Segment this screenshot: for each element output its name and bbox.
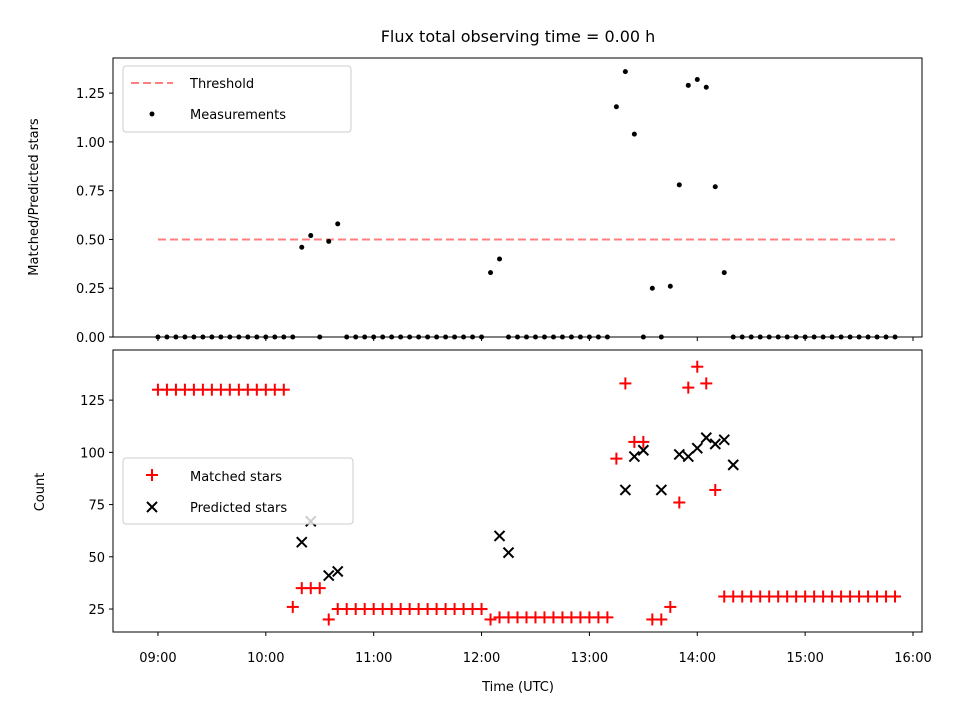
top-y-tick-label: 0.25 (76, 282, 105, 297)
bottom-x-tick-label: 12:00 (463, 651, 500, 666)
measurement-point (712, 184, 718, 190)
bottom-y-axis-label: Count (33, 473, 48, 512)
predicted-star-point (637, 444, 650, 456)
predicted-star-point (682, 450, 694, 463)
matched-star-point (601, 611, 614, 624)
predicted-star-point (727, 459, 739, 471)
bottom-x-tick-label: 15:00 (786, 651, 823, 666)
measurement-point (685, 82, 691, 88)
matched-star-point (286, 600, 299, 613)
top-y-axis-label: Matched/Predicted stars (27, 118, 42, 276)
measurement-point (335, 221, 341, 227)
matched-star-point (682, 381, 695, 394)
bottom-x-tick-label: 10:00 (247, 651, 284, 666)
bottom-x-tick-label: 14:00 (679, 651, 716, 666)
top-y-tick-label: 0.50 (76, 233, 105, 248)
predicted-star-point (493, 530, 506, 542)
legend-predicted-label: Predicted stars (190, 501, 287, 516)
bottom-x-tick-label: 13:00 (571, 651, 608, 666)
matched-star-point (619, 377, 632, 390)
legend-measurements-label: Measurements (190, 108, 286, 123)
bottom-y-tick-label: 75 (88, 499, 105, 514)
bottom-x-axis-label: Time (UTC) (481, 680, 554, 695)
matched-star-point (889, 590, 902, 603)
predicted-star-point (619, 484, 632, 496)
measurement-point (676, 182, 682, 188)
predicted-star-point (655, 484, 668, 496)
top-y-tick-label: 1.00 (76, 136, 105, 151)
predicted-star-point (709, 438, 721, 450)
top-y-tick-label: 0.00 (76, 331, 105, 346)
predicted-star-point (332, 565, 344, 578)
measurement-point (622, 69, 628, 75)
top-y-tick-label: 1.25 (76, 87, 105, 102)
bottom-legend: Matched stars Predicted stars (122, 457, 354, 525)
predicted-star-point (502, 546, 515, 559)
measurement-point (721, 270, 727, 276)
matched-star-point (709, 483, 722, 496)
bottom-y-tick-label: 50 (88, 551, 105, 566)
matched-star-point (664, 600, 677, 613)
bottom-axes-frame (112, 349, 923, 633)
predicted-star-point (323, 569, 335, 582)
top-chart-title: Flux total observing time = 0.00 h (381, 27, 656, 46)
matched-star-point (313, 582, 326, 595)
matched-star-point (610, 452, 623, 465)
measurement-point (613, 104, 619, 110)
measurement-point (488, 270, 494, 276)
matched-star-point (484, 613, 497, 626)
matched-star-point (700, 377, 713, 390)
measurement-point (299, 244, 305, 250)
matched-star-point (655, 613, 668, 626)
legend-predicted-swatch (146, 501, 158, 513)
matched-star-point (673, 496, 686, 509)
measurement-point (631, 131, 637, 137)
legend-matched-label: Matched stars (190, 470, 282, 485)
bottom-y-tick-label: 25 (88, 603, 105, 618)
predicted-star-point (691, 442, 703, 454)
bottom-x-tick-label: 09:00 (139, 651, 176, 666)
bottom-y-tick-label: 125 (80, 394, 105, 409)
predicted-star-point (673, 448, 686, 461)
matched-star-point (322, 613, 335, 626)
matched-star-point (475, 603, 488, 616)
top-legend: Threshold Measurements (122, 65, 352, 133)
measurement-point (649, 285, 655, 291)
measurement-point (694, 76, 700, 82)
top-y-tick-label: 0.75 (76, 185, 105, 200)
predicted-star-point (700, 432, 712, 444)
measurement-point (308, 233, 314, 239)
predicted-star-point (628, 450, 641, 463)
matched-star-point (691, 360, 704, 373)
bottom-y-tick-label: 100 (80, 446, 105, 461)
legend-threshold-label: Threshold (189, 77, 254, 92)
measurement-point (326, 238, 332, 244)
legend-matched-swatch (146, 469, 158, 481)
matched-star-point (277, 383, 290, 396)
bottom-grid-layer: 25 50 75 100 125 09:00 10:00 11:00 12:00 13:00 14:… (80, 360, 932, 666)
legend-measurements-swatch (149, 111, 155, 117)
measurement-point (667, 283, 673, 289)
measurement-point (497, 256, 503, 262)
top-axes-frame (112, 57, 923, 338)
predicted-star-point (296, 536, 308, 548)
measurement-point (703, 84, 709, 90)
bottom-x-tick-label: 16:00 (894, 651, 931, 666)
matched-star-point (637, 435, 650, 448)
predicted-star-point (718, 434, 730, 446)
bottom-x-tick-label: 11:00 (355, 651, 392, 666)
